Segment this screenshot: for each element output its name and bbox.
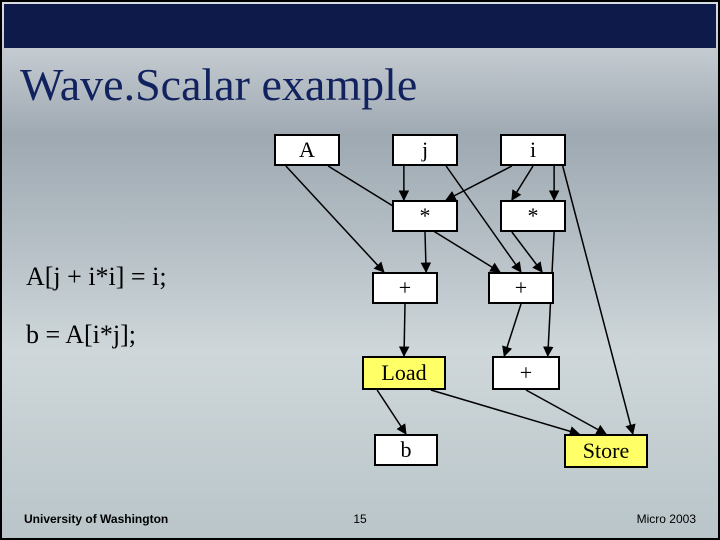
node-i: i bbox=[500, 134, 566, 166]
node-store: Store bbox=[564, 434, 648, 468]
slide-root: Wave.Scalar example A[j + i*i] = i; b = … bbox=[0, 0, 720, 540]
top-bar bbox=[4, 4, 716, 48]
node-mul2: * bbox=[500, 200, 566, 232]
node-plus1: + bbox=[372, 272, 438, 304]
code-line-2: b = A[i*j]; bbox=[26, 320, 136, 350]
code-line-1: A[j + i*i] = i; bbox=[26, 262, 167, 292]
edge-mul1-plus1 bbox=[425, 232, 426, 272]
edge-i-mul2 bbox=[512, 166, 533, 200]
edge-A-plus1 bbox=[286, 166, 384, 272]
edge-mul2-plus2 bbox=[512, 232, 542, 272]
edge-load-store bbox=[431, 390, 579, 434]
footer-left: University of Washington bbox=[24, 512, 168, 526]
edge-plus1-load bbox=[404, 304, 405, 356]
node-j: j bbox=[392, 134, 458, 166]
node-b: b bbox=[374, 434, 438, 466]
node-load: Load bbox=[362, 356, 446, 390]
node-plus3: + bbox=[492, 356, 560, 390]
footer-right: Micro 2003 bbox=[637, 512, 696, 526]
page-number: 15 bbox=[353, 512, 366, 526]
edge-plus2-plus3 bbox=[504, 304, 521, 356]
slide-title: Wave.Scalar example bbox=[20, 58, 417, 111]
node-A: A bbox=[274, 134, 340, 166]
node-plus2: + bbox=[488, 272, 554, 304]
edge-load-b bbox=[377, 390, 406, 434]
edge-i-mul1 bbox=[446, 166, 512, 200]
edge-i-store bbox=[563, 166, 633, 434]
node-mul1: * bbox=[392, 200, 458, 232]
edge-plus3-store bbox=[526, 390, 606, 434]
